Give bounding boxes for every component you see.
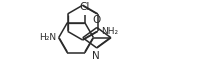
Text: NH₂: NH₂ (102, 27, 119, 36)
Text: H₂N: H₂N (39, 33, 56, 42)
Text: N: N (92, 51, 100, 61)
Text: O: O (93, 15, 101, 25)
Text: Cl: Cl (80, 2, 90, 12)
